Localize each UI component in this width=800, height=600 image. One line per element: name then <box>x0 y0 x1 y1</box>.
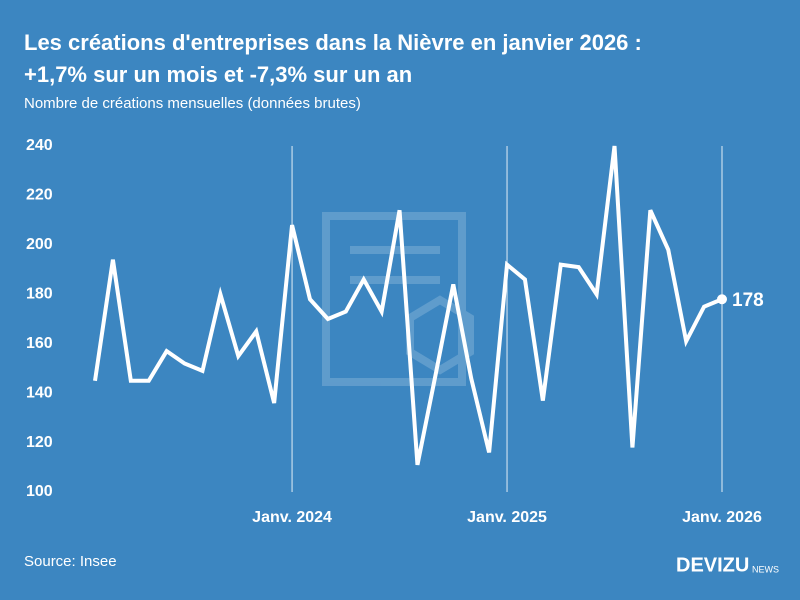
y-tick-label: 100 <box>26 483 53 500</box>
x-tick-label: Janv. 2026 <box>682 509 762 526</box>
brand-suffix: NEWS <box>752 564 779 574</box>
y-tick-label: 160 <box>26 335 53 352</box>
chart-title: +1,7% sur un mois et -7,3% sur un an <box>24 62 412 87</box>
source: Source: Insee <box>24 553 117 570</box>
y-tick-label: 240 <box>26 137 53 154</box>
brand: DEVIZU <box>676 554 749 576</box>
y-tick-label: 200 <box>26 236 53 253</box>
value-label: 178 <box>732 290 764 311</box>
y-tick-label: 140 <box>26 384 53 401</box>
y-tick-label: 180 <box>26 286 53 303</box>
x-tick-label: Janv. 2025 <box>467 509 547 526</box>
y-tick-label: 120 <box>26 434 53 451</box>
chart-title: Les créations d'entreprises dans la Nièv… <box>24 30 642 55</box>
y-tick-label: 220 <box>26 187 53 204</box>
end-point <box>717 294 727 305</box>
x-tick-label: Janv. 2024 <box>252 509 332 526</box>
chart-subtitle: Nombre de créations mensuelles (données … <box>24 95 361 112</box>
line <box>93 145 723 466</box>
